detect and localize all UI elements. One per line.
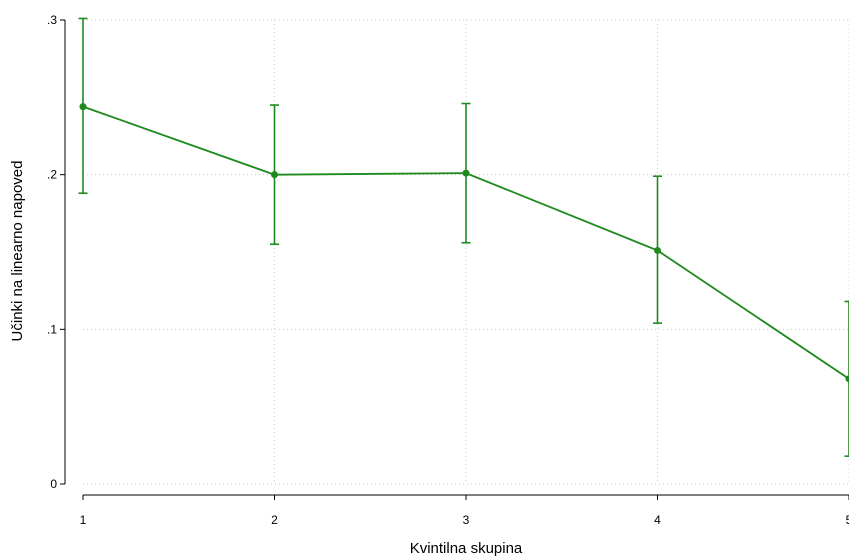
series-1 [78,17,849,457]
x-tick-label: 5 [846,513,849,527]
x-tick-label: 4 [654,513,661,527]
data-point [845,375,849,383]
data-point [271,171,278,179]
y-tick-label: .2 [47,168,57,182]
x-axis-title: Kvintilna skupina [410,540,523,557]
data-point [654,246,661,254]
y-axis: 0 .1 .2 .3 [47,13,66,491]
data-point [462,169,470,177]
data-point [79,103,87,111]
y-tick-label: 0 [50,477,57,491]
y-tick-label: .1 [47,322,57,336]
x-tick-label: 3 [463,513,470,527]
x-axis: 1 2 3 4 5 [80,494,849,527]
y-tick-label: .3 [47,13,57,27]
x-tick-label: 2 [271,513,278,527]
grid-lines [83,19,849,485]
y-axis-title: Učinki na linearno napoved [9,161,26,342]
x-tick-label: 1 [80,513,87,527]
